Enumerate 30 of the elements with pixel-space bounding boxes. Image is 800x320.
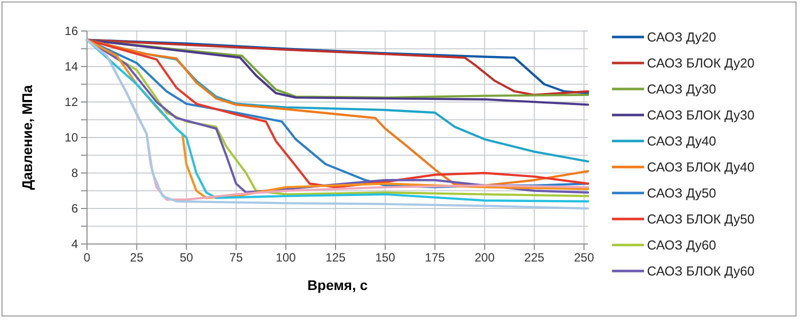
legend-label: САОЗ Ду50 — [647, 186, 716, 200]
x-tick-label: 100 — [276, 250, 296, 265]
legend-label: САОЗ БЛОК Ду40 — [647, 160, 754, 174]
legend-label: САОЗ БЛОК Ду30 — [647, 108, 754, 122]
y-tick-label: 10 — [64, 130, 78, 144]
x-tick-label: 125 — [325, 250, 346, 265]
x-tick-label: 75 — [229, 250, 244, 265]
legend-label: САОЗ Ду20 — [647, 30, 716, 44]
x-tick-label: 25 — [130, 250, 144, 265]
y-axis-title: Давление, МПа — [19, 84, 35, 190]
legend-label: САОЗ БЛОК Ду60 — [647, 264, 754, 278]
x-axis-title: Время, с — [307, 277, 368, 293]
y-tick-label: 16 — [64, 24, 78, 38]
x-tick-label: 175 — [424, 250, 446, 265]
y-tick-label: 6 — [71, 201, 78, 216]
x-tick-label: 50 — [180, 250, 194, 265]
y-tick-label: 8 — [71, 166, 78, 180]
legend-label: САОЗ Ду40 — [647, 134, 716, 148]
y-tick-label: 4 — [71, 236, 78, 251]
x-tick-label: 225 — [524, 250, 545, 265]
y-tick-label: 14 — [64, 59, 78, 74]
x-tick-label: 150 — [375, 250, 396, 265]
legend-label: САОЗ Ду60 — [647, 238, 716, 252]
x-tick-label: 200 — [474, 250, 495, 265]
x-tick-label: 250 — [574, 250, 594, 265]
y-tick-label: 12 — [64, 94, 78, 109]
x-tick-label: 0 — [84, 250, 91, 265]
legend-label: САОЗ Ду30 — [647, 82, 716, 96]
legend-label: САОЗ БЛОК Ду20 — [647, 56, 754, 70]
legend-label: САОЗ БЛОК Ду50 — [647, 212, 754, 226]
